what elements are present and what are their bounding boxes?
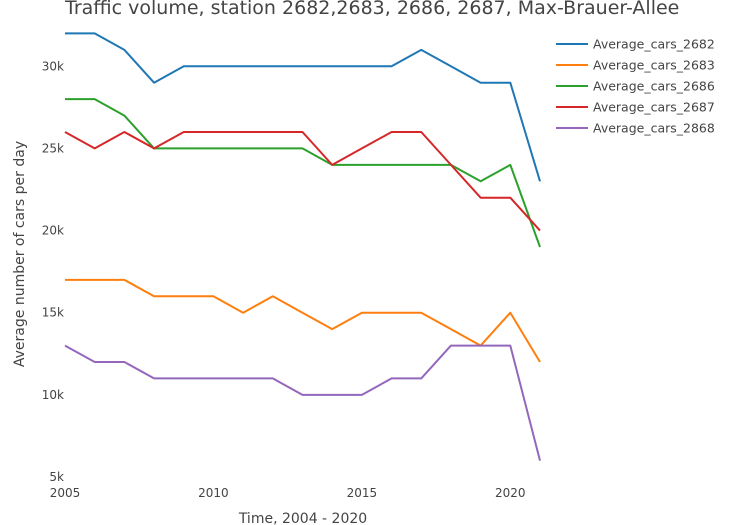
plot-area bbox=[64, 32, 541, 461]
x-tick-label: 2010 bbox=[198, 486, 229, 500]
y-axis-label: Average number of cars per day bbox=[12, 141, 28, 367]
legend-item[interactable]: Average_cars_2686 bbox=[556, 79, 715, 94]
series-line-average-cars-2686[interactable] bbox=[65, 98, 541, 248]
y-axis: 5k 10k 15k 20k 25k 30k bbox=[42, 59, 64, 484]
x-tick-label: 2015 bbox=[347, 486, 378, 500]
legend-item[interactable]: Average_cars_2683 bbox=[556, 58, 715, 73]
y-tick-label: 10k bbox=[42, 388, 64, 402]
legend-label: Average_cars_2682 bbox=[593, 37, 715, 52]
series-line-average-cars-2687[interactable] bbox=[64, 131, 541, 232]
legend-label: Average_cars_2868 bbox=[593, 121, 715, 136]
legend-item[interactable]: Average_cars_2868 bbox=[556, 121, 715, 136]
series-line-average-cars-2682[interactable] bbox=[65, 32, 541, 182]
y-tick-label: 15k bbox=[42, 306, 64, 320]
chart-title: Traffic volume, station 2682,2683, 2686,… bbox=[64, 0, 679, 19]
legend-label: Average_cars_2683 bbox=[593, 58, 715, 73]
y-tick-label: 25k bbox=[42, 141, 64, 155]
legend-item[interactable]: Average_cars_2682 bbox=[556, 37, 715, 52]
x-axis: 2005 2010 2015 2020 bbox=[50, 486, 526, 500]
x-tick-label: 2005 bbox=[50, 486, 81, 500]
y-tick-label: 5k bbox=[49, 470, 64, 484]
x-tick-label: 2020 bbox=[495, 486, 526, 500]
y-tick-label: 20k bbox=[42, 224, 64, 238]
series-line-average-cars-2683[interactable] bbox=[65, 278, 541, 363]
series-line-average-cars-2868[interactable] bbox=[64, 344, 541, 461]
y-tick-label: 30k bbox=[42, 59, 64, 73]
x-axis-label: Time, 2004 - 2020 bbox=[238, 511, 367, 525]
legend-label: Average_cars_2686 bbox=[593, 79, 715, 94]
legend-item[interactable]: Average_cars_2687 bbox=[556, 100, 715, 115]
legend[interactable]: Average_cars_2682 Average_cars_2683 Averag… bbox=[556, 37, 715, 136]
legend-label: Average_cars_2687 bbox=[593, 100, 715, 115]
